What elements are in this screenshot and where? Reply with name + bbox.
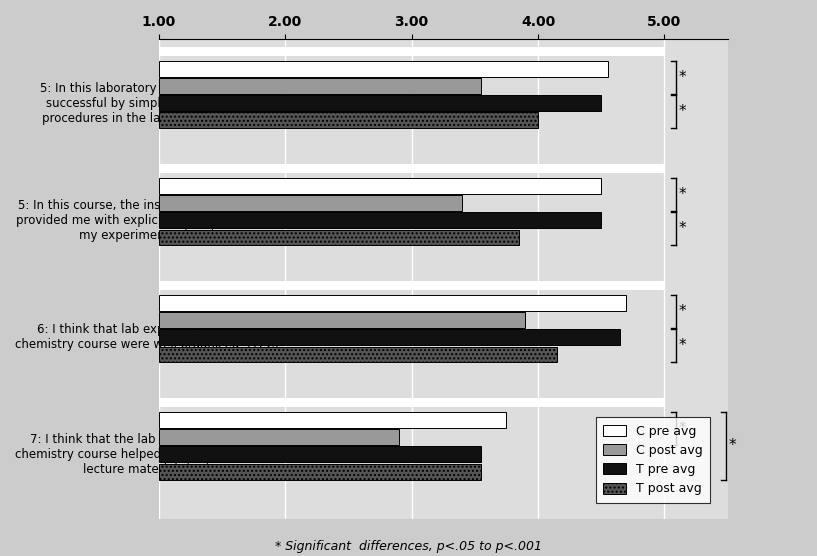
Bar — [158, 464, 481, 480]
Bar — [158, 47, 664, 56]
Bar — [158, 95, 601, 111]
Bar — [158, 212, 601, 228]
Bar — [158, 61, 608, 77]
Legend: C pre avg, C post avg, T pre avg, T post avg: C pre avg, C post avg, T pre avg, T post… — [596, 417, 710, 503]
Text: *: * — [678, 221, 686, 236]
Bar — [158, 230, 519, 245]
Bar — [158, 329, 620, 345]
Bar — [158, 112, 538, 128]
Text: *: * — [678, 339, 686, 354]
Text: *: * — [729, 438, 736, 453]
Bar — [158, 446, 481, 462]
Bar — [158, 412, 507, 428]
Bar — [158, 312, 525, 328]
Text: *: * — [678, 104, 686, 119]
Text: *: * — [678, 421, 686, 436]
Bar — [158, 163, 664, 173]
Bar — [158, 281, 664, 290]
Bar — [158, 398, 664, 408]
Text: * Significant  differences, p<.05 to p<.001: * Significant differences, p<.05 to p<.0… — [275, 540, 542, 553]
Bar — [158, 178, 601, 193]
Text: *: * — [678, 304, 686, 319]
Bar — [158, 78, 481, 94]
Text: *: * — [678, 70, 686, 85]
Bar — [158, 429, 399, 445]
Bar — [158, 195, 462, 211]
Text: *: * — [678, 187, 686, 202]
Bar — [158, 346, 557, 363]
Bar — [158, 295, 627, 311]
